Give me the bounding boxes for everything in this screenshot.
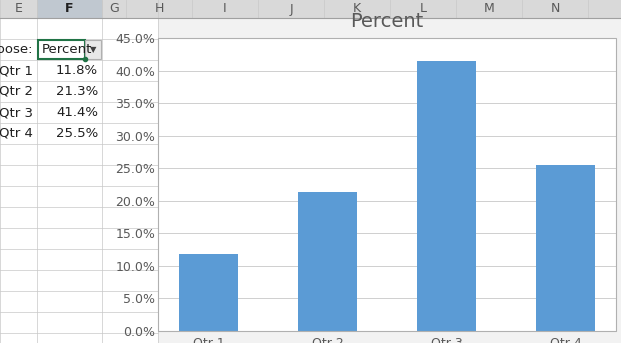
Text: Choose:: Choose:	[0, 43, 33, 56]
Bar	[85, 40, 101, 59]
Text: 25.5%: 25.5%	[56, 127, 98, 140]
Text: H: H	[154, 2, 164, 15]
Text: Qtr 2: Qtr 2	[0, 85, 33, 98]
Bar	[298, 192, 357, 331]
Bar	[417, 61, 476, 331]
Bar	[0, 18, 158, 343]
Text: Qtr 1: Qtr 1	[0, 64, 33, 77]
Text: Qtr 3: Qtr 3	[0, 106, 33, 119]
Text: M: M	[484, 2, 494, 15]
Text: K: K	[353, 2, 361, 15]
Bar	[37, 0, 102, 18]
Text: 21.3%: 21.3%	[56, 85, 98, 98]
Text: I: I	[223, 2, 227, 15]
Text: 11.8%: 11.8%	[56, 64, 98, 77]
Text: F: F	[65, 2, 74, 15]
Title: Percent: Percent	[350, 12, 424, 31]
Text: 41.4%: 41.4%	[56, 106, 98, 119]
Bar	[158, 38, 616, 331]
Text: G: G	[109, 2, 119, 15]
Text: Qtr 4: Qtr 4	[0, 127, 33, 140]
Bar	[536, 165, 595, 331]
Bar	[38, 40, 85, 59]
Text: N: N	[550, 2, 560, 15]
Text: Percent: Percent	[42, 43, 93, 56]
Text: ▼: ▼	[90, 45, 96, 54]
Bar	[0, 0, 621, 18]
Bar	[179, 254, 238, 331]
Text: L: L	[420, 2, 427, 15]
Text: J: J	[289, 2, 293, 15]
Text: E: E	[14, 2, 22, 15]
